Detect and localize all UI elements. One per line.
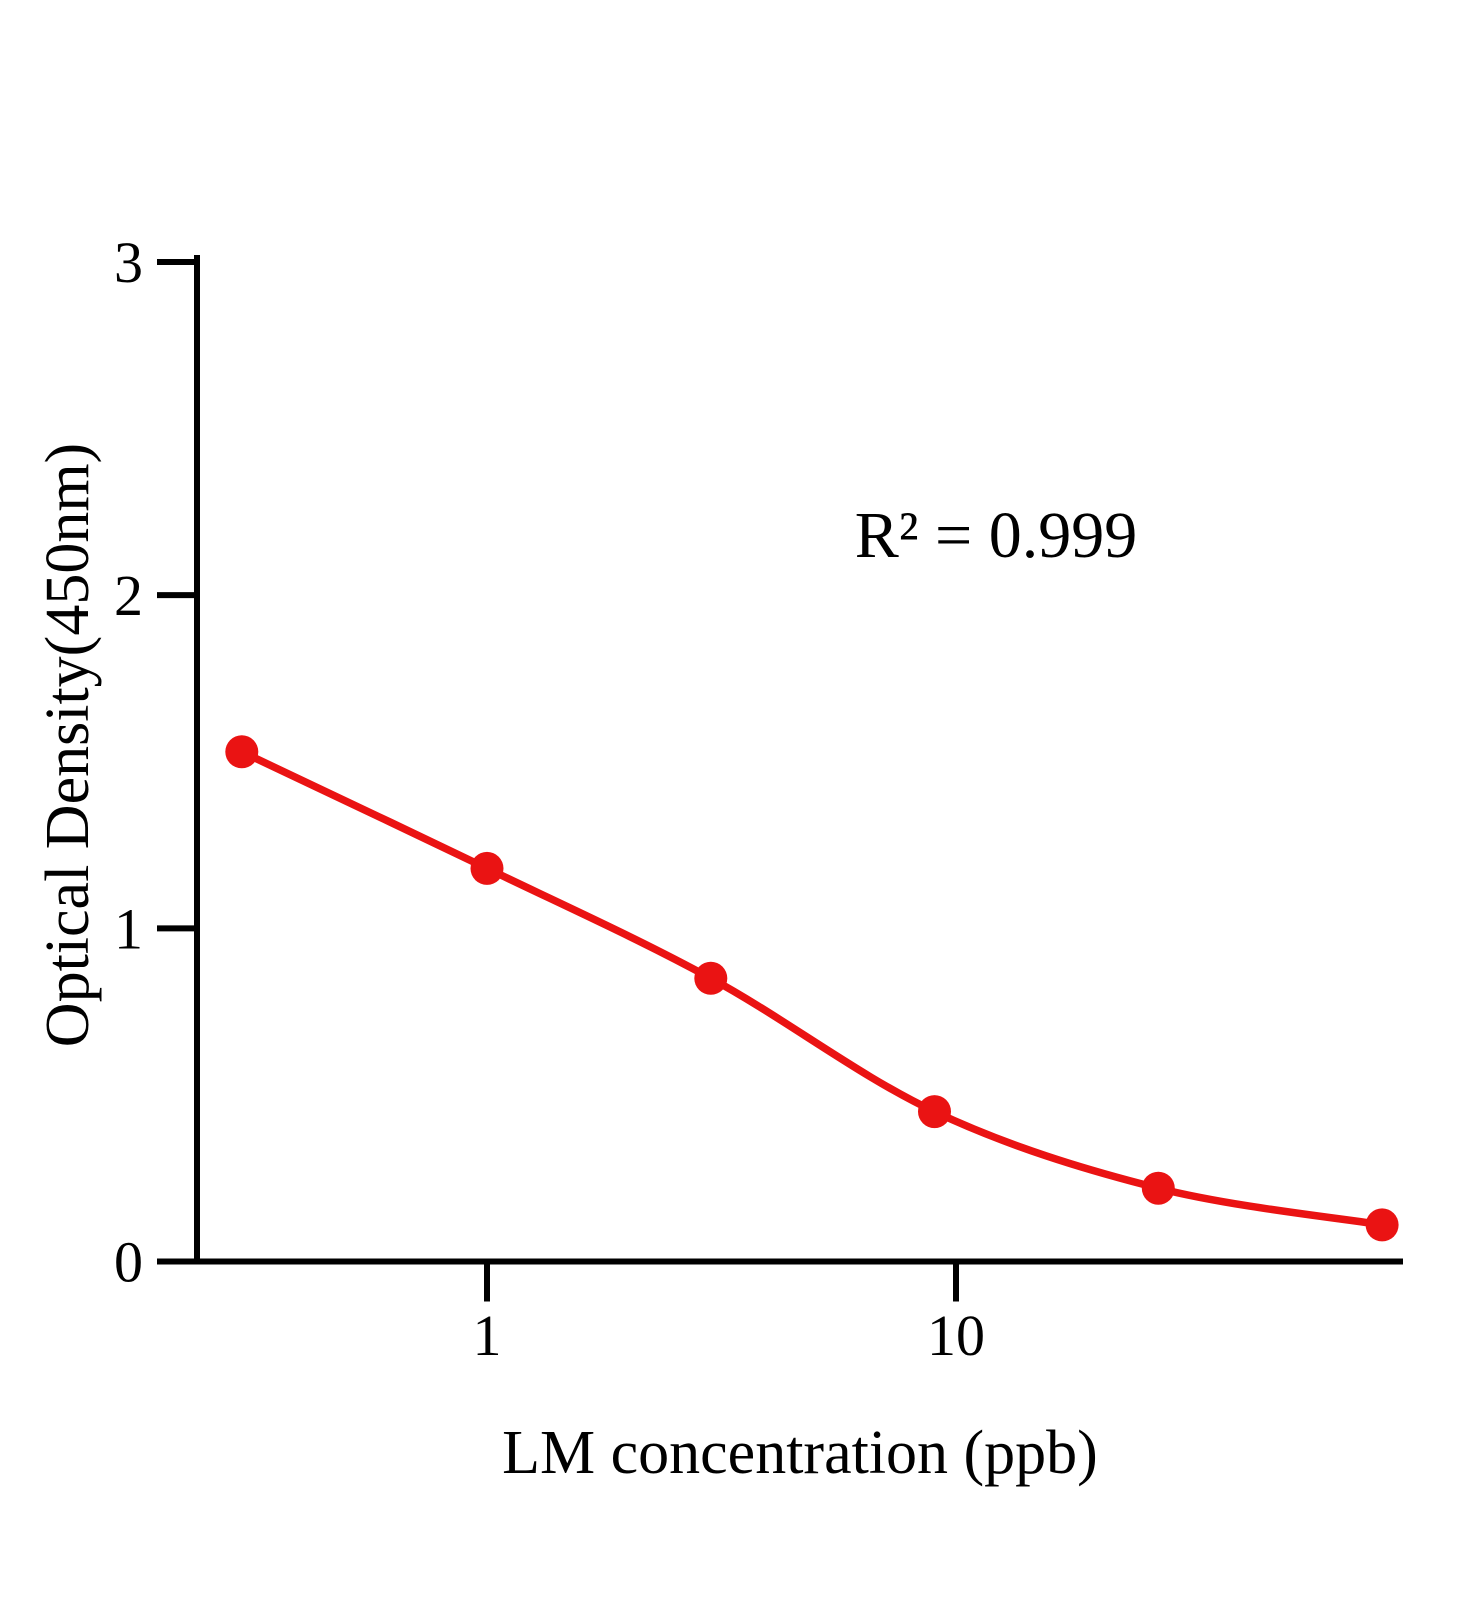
standard-curve-line [238,748,1386,1229]
r-squared-annotation: R² = 0.999 [855,499,1138,572]
y-axis-title: Optical Density(450nm) [34,443,102,1047]
y-tick-label-0: 0 [114,1230,143,1295]
y-tick-label-3: 3 [114,230,143,295]
data-point-2 [470,851,504,885]
y-tick-label-2: 2 [114,563,143,628]
data-points [225,735,1399,1242]
data-point-1 [225,735,259,769]
data-point-6 [1365,1208,1399,1242]
y-tick-label-1: 1 [114,896,143,961]
x-tick-label-10: 10 [927,1303,985,1368]
tick-labels: 0 1 2 3 1 10 [114,230,985,1368]
x-axis-title: LM concentration (ppb) [502,1419,1098,1487]
data-point-5 [1141,1171,1175,1205]
axes [194,255,1403,1265]
data-point-4 [918,1095,951,1129]
tick-marks [157,259,959,1302]
data-point-3 [694,961,728,995]
x-tick-label-1: 1 [473,1303,502,1368]
fitted-curve [238,748,1386,1229]
